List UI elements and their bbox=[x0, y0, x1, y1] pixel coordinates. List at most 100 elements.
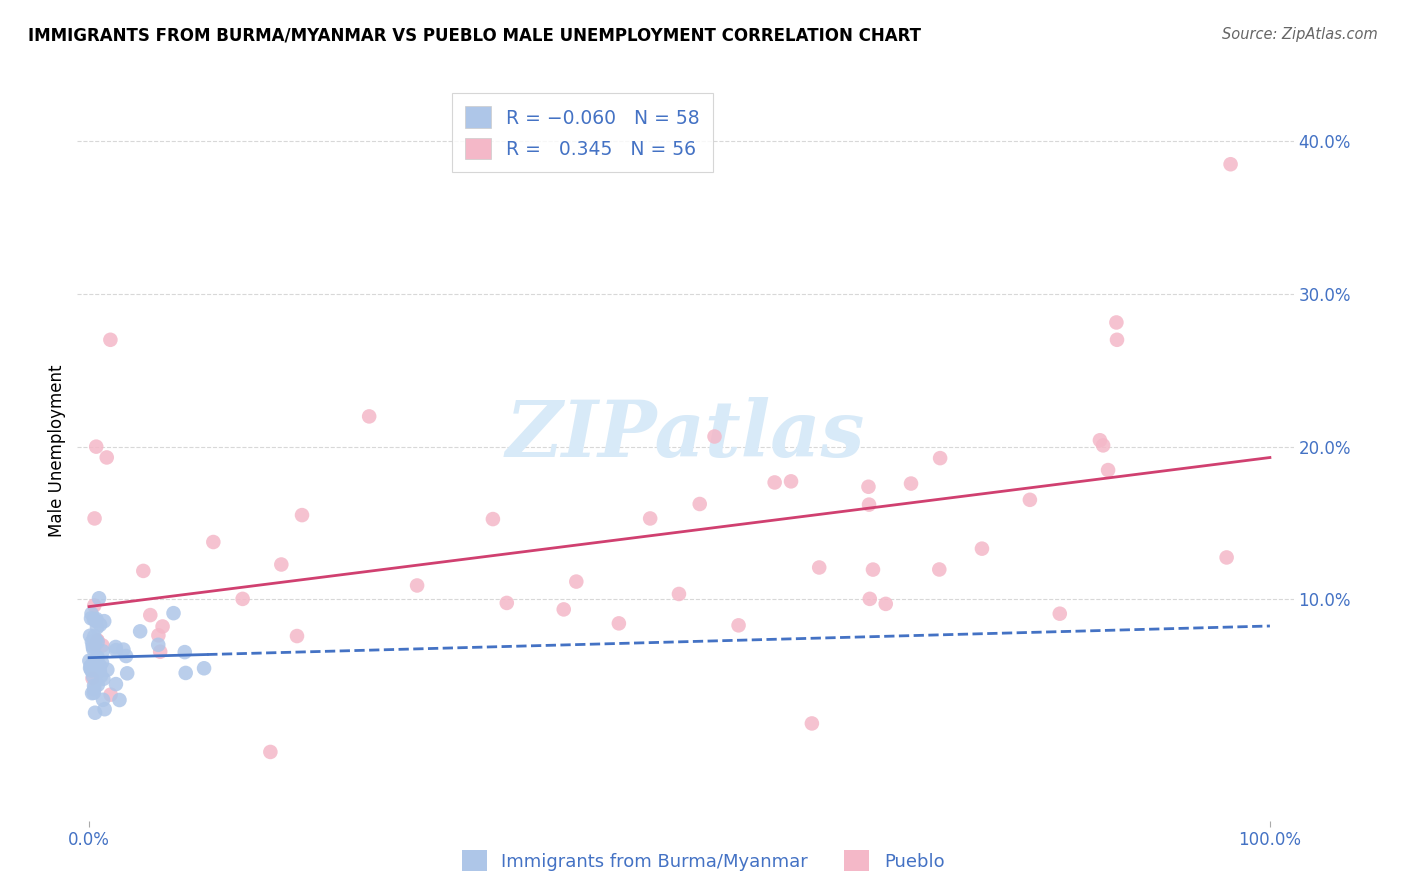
Point bbox=[84, 656, 107, 670]
Point bbox=[270, 558, 292, 572]
Point bbox=[91, 656, 114, 670]
Point bbox=[80, 607, 103, 621]
Point bbox=[84, 633, 107, 648]
Point bbox=[1219, 157, 1241, 171]
Point bbox=[703, 429, 725, 443]
Point bbox=[132, 564, 155, 578]
Point bbox=[79, 629, 101, 643]
Point bbox=[82, 642, 104, 657]
Point bbox=[607, 616, 630, 631]
Point bbox=[80, 634, 103, 648]
Point bbox=[83, 686, 105, 700]
Point bbox=[87, 678, 110, 692]
Point bbox=[89, 658, 111, 673]
Point bbox=[259, 745, 281, 759]
Point bbox=[482, 512, 505, 526]
Point bbox=[970, 541, 993, 556]
Point bbox=[89, 664, 111, 678]
Point bbox=[96, 450, 118, 465]
Point bbox=[495, 596, 517, 610]
Point bbox=[859, 591, 882, 606]
Point bbox=[929, 451, 952, 466]
Point bbox=[565, 574, 588, 589]
Point bbox=[93, 702, 115, 716]
Y-axis label: Male Unemployment: Male Unemployment bbox=[48, 364, 66, 537]
Point bbox=[291, 508, 314, 522]
Point bbox=[1215, 550, 1237, 565]
Point bbox=[800, 716, 823, 731]
Point bbox=[1105, 333, 1128, 347]
Point bbox=[1049, 607, 1071, 621]
Point bbox=[193, 661, 215, 675]
Point bbox=[83, 612, 105, 626]
Point bbox=[86, 633, 108, 648]
Legend: Immigrants from Burma/Myanmar, Pueblo: Immigrants from Burma/Myanmar, Pueblo bbox=[454, 843, 952, 879]
Point bbox=[129, 624, 152, 639]
Point bbox=[83, 679, 105, 693]
Point bbox=[91, 644, 114, 658]
Point bbox=[115, 666, 138, 681]
Point bbox=[638, 511, 661, 525]
Point bbox=[93, 614, 115, 628]
Point bbox=[105, 643, 128, 657]
Point bbox=[553, 602, 575, 616]
Text: IMMIGRANTS FROM BURMA/MYANMAR VS PUEBLO MALE UNEMPLOYMENT CORRELATION CHART: IMMIGRANTS FROM BURMA/MYANMAR VS PUEBLO … bbox=[28, 27, 921, 45]
Point bbox=[79, 659, 101, 673]
Point bbox=[862, 563, 884, 577]
Point bbox=[82, 671, 104, 685]
Point bbox=[763, 475, 786, 490]
Point bbox=[83, 630, 105, 644]
Point bbox=[1018, 492, 1040, 507]
Point bbox=[84, 440, 107, 454]
Point bbox=[359, 409, 381, 424]
Point bbox=[82, 640, 104, 654]
Point bbox=[96, 663, 118, 677]
Point bbox=[148, 638, 170, 652]
Point bbox=[86, 650, 108, 665]
Point bbox=[139, 608, 162, 623]
Point bbox=[104, 677, 127, 691]
Legend: R = −0.060   N = 58, R =   0.345   N = 56: R = −0.060 N = 58, R = 0.345 N = 56 bbox=[451, 94, 713, 172]
Point bbox=[82, 638, 104, 652]
Point bbox=[173, 645, 195, 659]
Text: Source: ZipAtlas.com: Source: ZipAtlas.com bbox=[1222, 27, 1378, 42]
Point bbox=[406, 578, 429, 592]
Point bbox=[84, 656, 107, 670]
Point bbox=[91, 639, 114, 653]
Point bbox=[91, 693, 114, 707]
Point bbox=[84, 706, 107, 720]
Point bbox=[80, 686, 103, 700]
Point bbox=[1088, 434, 1111, 448]
Point bbox=[689, 497, 711, 511]
Point bbox=[1097, 463, 1119, 477]
Point bbox=[727, 618, 749, 632]
Point bbox=[82, 658, 104, 673]
Point bbox=[93, 672, 115, 686]
Point bbox=[668, 587, 690, 601]
Point bbox=[86, 633, 108, 648]
Point bbox=[108, 693, 131, 707]
Point bbox=[80, 662, 103, 676]
Point bbox=[858, 498, 880, 512]
Point bbox=[115, 648, 138, 663]
Point bbox=[148, 628, 170, 642]
Point bbox=[858, 480, 880, 494]
Point bbox=[808, 560, 831, 574]
Point bbox=[1105, 315, 1128, 329]
Point bbox=[112, 642, 135, 657]
Point bbox=[84, 614, 107, 628]
Point bbox=[202, 535, 225, 549]
Point bbox=[104, 640, 127, 654]
Point bbox=[875, 597, 897, 611]
Point bbox=[82, 655, 104, 669]
Point bbox=[82, 670, 104, 684]
Point bbox=[83, 682, 105, 697]
Point bbox=[89, 617, 111, 632]
Point bbox=[84, 638, 107, 652]
Point bbox=[83, 511, 105, 525]
Point bbox=[80, 664, 103, 678]
Point bbox=[149, 645, 172, 659]
Point bbox=[900, 476, 922, 491]
Point bbox=[90, 669, 112, 683]
Point bbox=[928, 562, 950, 576]
